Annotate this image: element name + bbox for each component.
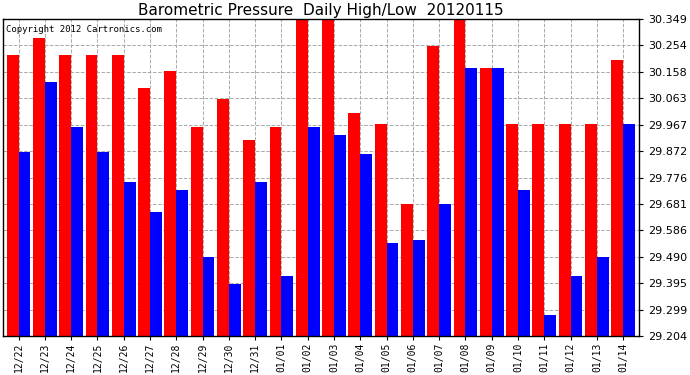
Bar <box>150 213 162 336</box>
Bar <box>229 284 241 336</box>
Bar <box>623 124 635 336</box>
Bar <box>124 182 135 336</box>
Bar <box>597 257 609 336</box>
Bar <box>217 99 229 336</box>
Bar <box>176 190 188 336</box>
Bar <box>413 240 425 336</box>
Bar <box>296 10 308 336</box>
Bar <box>571 276 582 336</box>
Bar <box>190 127 203 336</box>
Bar <box>270 127 282 336</box>
Bar <box>544 315 556 336</box>
Bar <box>492 69 504 336</box>
Bar <box>308 127 319 336</box>
Bar <box>506 124 518 336</box>
Bar <box>453 19 466 336</box>
Bar <box>112 55 124 336</box>
Bar <box>348 113 360 336</box>
Bar <box>203 257 215 336</box>
Bar <box>164 71 176 336</box>
Bar <box>282 276 293 336</box>
Text: Copyright 2012 Cartronics.com: Copyright 2012 Cartronics.com <box>6 25 162 34</box>
Bar <box>7 55 19 336</box>
Bar <box>244 141 255 336</box>
Bar <box>138 88 150 336</box>
Bar <box>466 69 477 336</box>
Bar <box>86 55 97 336</box>
Bar <box>427 46 439 336</box>
Bar <box>334 135 346 336</box>
Bar <box>322 10 334 336</box>
Bar <box>518 190 530 336</box>
Bar <box>255 182 267 336</box>
Bar <box>97 152 109 336</box>
Bar <box>585 124 597 336</box>
Bar <box>59 55 71 336</box>
Bar <box>375 124 386 336</box>
Bar <box>401 204 413 336</box>
Bar <box>71 127 83 336</box>
Bar <box>480 69 492 336</box>
Bar <box>360 154 372 336</box>
Bar <box>33 38 45 336</box>
Bar <box>439 204 451 336</box>
Title: Barometric Pressure  Daily High/Low  20120115: Barometric Pressure Daily High/Low 20120… <box>138 3 504 18</box>
Bar <box>559 124 571 336</box>
Bar <box>19 152 30 336</box>
Bar <box>611 60 623 336</box>
Bar <box>45 82 57 336</box>
Bar <box>533 124 544 336</box>
Bar <box>386 243 398 336</box>
